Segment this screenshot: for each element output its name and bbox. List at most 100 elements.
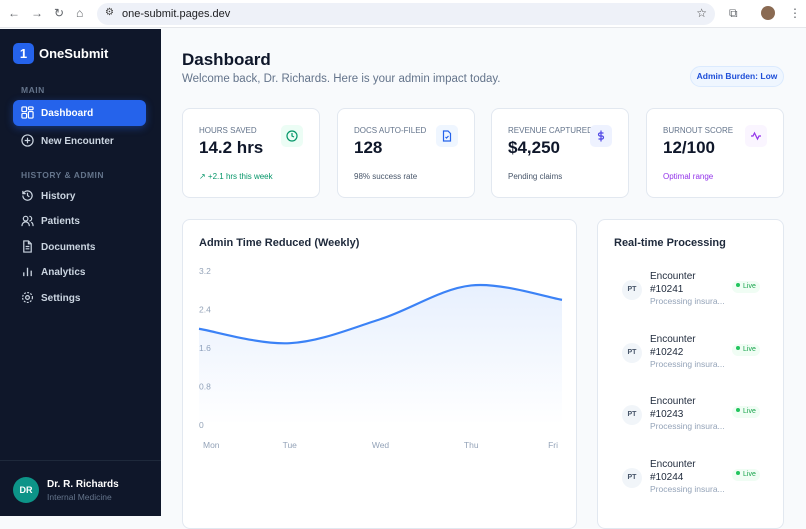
sidebar: 1 OneSubmit MAIN Dashboard New Encounter… [0,29,161,516]
stat-value: 128 [354,138,383,157]
x-tick-label: Mon [203,440,220,450]
page-title: Dashboard [182,50,271,69]
live-badge: Live [732,281,760,293]
sidebar-item-history[interactable]: History [13,183,146,209]
logo: 1 [13,43,34,64]
stat-value: 14.2 hrs [199,138,264,157]
forward-icon[interactable]: → [31,6,43,20]
stat-card-docs-auto-filed: DOCS AUTO-FILED 128 98% success rate [337,108,475,198]
list-item[interactable]: PT Encounter #10243 Processing insura...… [614,395,774,435]
live-badge: Live [732,343,760,356]
stat-card-hours-saved: HOURS SAVED 14.2 hrs ↗ +2.1 hrs this wee… [182,108,320,198]
encounter-status: Processing insura... [650,421,725,431]
plus-circle-icon [21,134,34,147]
sidebar-item-label: Settings [41,293,81,304]
list-item[interactable]: PT Encounter #10242 Processing insura...… [614,333,774,373]
live-dot-icon [736,345,740,350]
encounter-name: Encounter #10244 [650,458,696,483]
profile-avatar[interactable] [761,6,775,20]
stat-title: HOURS SAVED [199,126,257,135]
browser-toolbar: ← → ↻ ⌂ ⚙ one-submit.pages.dev ☆ ⧉ ⋮ [0,0,806,28]
sidebar-item-label: Documents [41,242,96,253]
sidebar-item-settings[interactable]: Settings [13,285,146,311]
x-tick-label: Fri [548,440,558,450]
live-dot-icon [736,408,740,412]
url-text: one-submit.pages.dev [122,8,231,20]
avatar: PT [622,342,642,363]
reload-icon[interactable]: ↻ [54,6,65,20]
activity-icon [745,125,767,147]
extensions-icon[interactable]: ⧉ [729,6,738,20]
chart-title: Admin Time Reduced (Weekly) [199,237,360,249]
y-tick-label: 2.4 [199,305,211,315]
stat-title: DOCS AUTO-FILED [354,126,427,135]
live-badge: Live [732,468,760,481]
stat-sub: 98% success rate [354,172,418,181]
stat-value: 12/100 [663,138,715,157]
bar-chart-icon [23,267,32,277]
area-fill [199,284,562,425]
home-icon[interactable]: ⌂ [76,6,84,20]
stat-card-revenue-captured: REVENUE CAPTURED $4,250 Pending claims [491,108,629,198]
document-icon [23,240,32,253]
encounter-status: Processing insura... [650,296,725,306]
stat-card-burnout-score: BURNOUT SCORE 12/100 Optimal range [646,108,784,198]
encounter-status: Processing insura... [650,358,725,369]
welcome-text: Welcome back, Dr. Richards. Here is your… [182,73,501,85]
live-label: Live [743,283,756,290]
live-dot-icon [736,283,740,287]
sidebar-item-label: Patients [41,216,80,227]
x-tick-label: Thu [464,440,479,450]
live-label: Live [743,345,756,353]
sidebar-item-new-encounter[interactable]: New Encounter [13,128,146,154]
sidebar-item-label: Analytics [41,267,86,278]
sidebar-item-patients[interactable]: Patients [13,208,146,234]
stat-sub: Optimal range [663,172,714,181]
menu-kebab-icon[interactable]: ⋮ [789,6,801,20]
list-item[interactable]: PT Encounter #10244 Processing insura...… [614,458,774,498]
chart-card: Admin Time Reduced (Weekly) 00.81.62.43.… [182,219,577,529]
avatar: PT [622,467,642,488]
stat-value: $4,250 [508,138,560,157]
sidebar-item-documents[interactable]: Documents [13,234,146,260]
encounter-status: Processing insura... [650,483,725,494]
brand-name: OneSubmit [39,46,109,61]
stat-sub: Pending claims [508,172,563,181]
clock-icon [281,125,303,147]
bookmark-star-icon[interactable]: ☆ [696,6,707,20]
stat-title: REVENUE CAPTURED [508,126,593,135]
encounter-name: Encounter #10242 [650,333,696,358]
sidebar-item-label: Dashboard [41,108,94,119]
encounter-name: Encounter #10241 [650,271,696,295]
users-icon [21,215,34,227]
dollar-icon [590,125,612,147]
avatar: PT [622,280,642,300]
user-profile[interactable]: DR Dr. R. Richards Internal Medicine [0,460,161,516]
user-role: Internal Medicine [47,492,112,502]
realtime-card: Real-time Processing PT Encounter #10241… [597,219,784,529]
avatar: PT [622,405,642,425]
user-name: Dr. R. Richards [47,479,119,490]
live-dot-icon [736,470,740,475]
realtime-title: Real-time Processing [614,237,726,249]
stat-sub: ↗ +2.1 hrs this week [199,172,273,181]
admin-burden-badge: Admin Burden: Low [690,66,784,87]
address-bar[interactable]: ⚙ one-submit.pages.dev ☆ [97,3,715,25]
x-tick-label: Tue [283,440,298,450]
gear-icon [21,291,34,304]
site-settings-icon[interactable]: ⚙ [105,7,114,18]
section-main: MAIN [21,85,45,95]
grid-icon [21,106,34,119]
x-tick-label: Wed [372,440,390,450]
sidebar-item-analytics[interactable]: Analytics [13,259,146,285]
sidebar-item-label: New Encounter [41,136,114,147]
list-item[interactable]: PT Encounter #10241 Processing insura...… [614,270,774,310]
y-tick-label: 3.2 [199,266,211,276]
history-icon [22,190,33,201]
section-history-admin: HISTORY & ADMIN [21,170,105,180]
back-icon[interactable]: ← [8,6,20,20]
live-badge: Live [732,406,760,418]
sidebar-item-label: History [41,191,76,202]
sidebar-item-dashboard[interactable]: Dashboard [13,100,146,126]
